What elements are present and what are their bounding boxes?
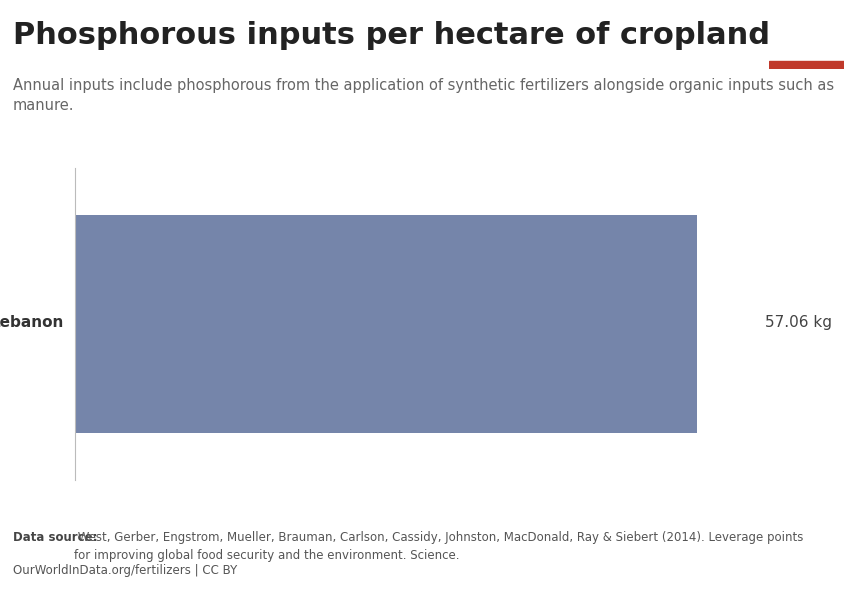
- Bar: [75, 215, 697, 433]
- Text: 57.06 kg: 57.06 kg: [765, 314, 832, 329]
- Text: Phosphorous inputs per hectare of cropland: Phosphorous inputs per hectare of cropla…: [13, 21, 770, 50]
- Text: West, Gerber, Engstrom, Mueller, Brauman, Carlson, Cassidy, Johnston, MacDonald,: West, Gerber, Engstrom, Mueller, Brauman…: [74, 531, 803, 562]
- Text: Our World
in Data: Our World in Data: [777, 25, 836, 48]
- Bar: [769, 61, 844, 69]
- Text: OurWorldInData.org/fertilizers | CC BY: OurWorldInData.org/fertilizers | CC BY: [13, 564, 237, 577]
- Text: Lebanon: Lebanon: [0, 314, 64, 329]
- Text: Annual inputs include phosphorous from the application of synthetic fertilizers : Annual inputs include phosphorous from t…: [13, 78, 834, 113]
- Text: Data source:: Data source:: [13, 531, 97, 544]
